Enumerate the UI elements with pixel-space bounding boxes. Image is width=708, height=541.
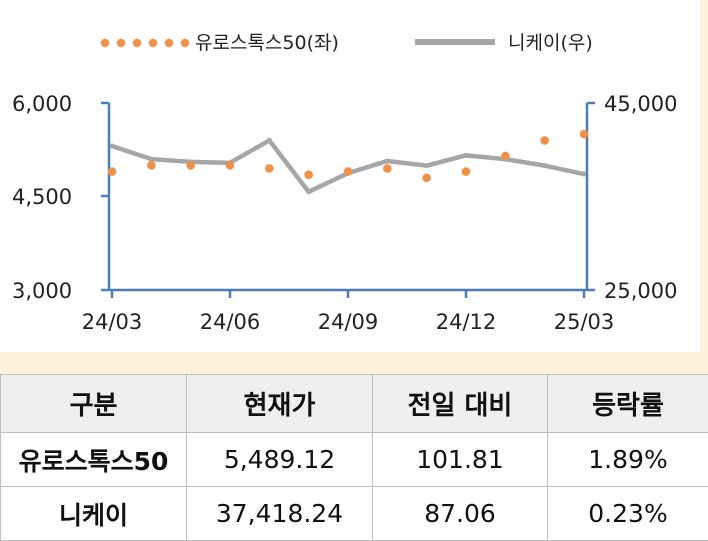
legend-dot (165, 39, 173, 47)
header-change: 전일 대비 (373, 375, 548, 433)
row-price: 5,489.12 (187, 433, 373, 487)
data-point-eurostoxx (540, 136, 549, 145)
data-point-nikkei (149, 157, 154, 162)
left-tick-label: 6,000 (12, 92, 72, 116)
left-tick-label: 3,000 (12, 279, 72, 303)
x-tick-label: 25/03 (554, 310, 615, 334)
legend-dot (181, 39, 189, 47)
chart-legend: 유로스톡스50(좌) 니케이(우) (101, 32, 593, 54)
data-point-nikkei (110, 144, 115, 149)
header-price: 현재가 (187, 375, 373, 433)
data-point-eurostoxx (186, 161, 195, 170)
data-point-nikkei (582, 172, 587, 177)
row-change: 101.81 (373, 433, 548, 487)
index-table: 구분 현재가 전일 대비 등락률 유로스톡스50 5,489.12 101.81… (0, 374, 708, 541)
legend-dot (101, 39, 109, 47)
data-point-nikkei (385, 158, 390, 163)
line-chart: 유로스톡스50(좌) 니케이(우) 6,000 4,500 3,000 45,0… (0, 0, 700, 352)
header-rate: 등락률 (548, 375, 708, 433)
legend-dot (133, 39, 141, 47)
x-tick-label: 24/03 (82, 310, 143, 334)
data-point-eurostoxx (580, 130, 589, 139)
legend-label-nikkei: 니케이(우) (508, 32, 593, 54)
row-rate: 0.23% (548, 487, 708, 541)
table-row: 유로스톡스50 5,489.12 101.81 1.89% (1, 433, 708, 487)
data-point-eurostoxx (422, 174, 431, 183)
data-point-eurostoxx (383, 164, 392, 173)
x-tick-label: 24/12 (436, 310, 497, 334)
row-name: 니케이 (1, 487, 187, 541)
data-point-nikkei (267, 138, 272, 143)
chart-panel: 유로스톡스50(좌) 니케이(우) 6,000 4,500 3,000 45,0… (0, 0, 700, 352)
data-point-eurostoxx (304, 170, 313, 179)
data-point-eurostoxx (226, 161, 235, 170)
data-point-nikkei (306, 189, 311, 194)
data-point-nikkei (424, 163, 429, 168)
data-point-eurostoxx (501, 152, 510, 161)
data-point-nikkei (542, 163, 547, 168)
data-point-eurostoxx (344, 167, 353, 176)
data-point-eurostoxx (462, 167, 471, 176)
series-layer (108, 130, 589, 194)
x-axis-ticks: 24/03 24/06 24/09 24/12 25/03 (82, 290, 615, 334)
right-tick-label: 25,000 (604, 279, 677, 303)
legend-dot (149, 39, 157, 47)
row-name: 유로스톡스50 (1, 433, 187, 487)
data-point-eurostoxx (147, 161, 156, 170)
legend-dot (117, 39, 125, 47)
legend-item-nikkei: 니케이(우) (415, 32, 593, 54)
row-rate: 1.89% (548, 433, 708, 487)
legend-item-eurostoxx: 유로스톡스50(좌) (101, 32, 339, 54)
series-line-nikkei (112, 140, 584, 191)
legend-label-eurostoxx: 유로스톡스50(좌) (195, 32, 339, 54)
table-header-row: 구분 현재가 전일 대비 등락률 (1, 375, 708, 433)
table-row: 니케이 37,418.24 87.06 0.23% (1, 487, 708, 541)
data-point-eurostoxx (265, 164, 274, 173)
x-tick-label: 24/06 (200, 310, 261, 334)
row-change: 87.06 (373, 487, 548, 541)
left-tick-label: 4,500 (12, 185, 72, 209)
data-point-nikkei (464, 153, 469, 158)
header-category: 구분 (1, 375, 187, 433)
legend-swatch-dotted (101, 39, 189, 47)
row-price: 37,418.24 (187, 487, 373, 541)
right-tick-label: 45,000 (604, 92, 677, 116)
x-tick-label: 24/09 (318, 310, 379, 334)
data-point-eurostoxx (108, 167, 117, 176)
